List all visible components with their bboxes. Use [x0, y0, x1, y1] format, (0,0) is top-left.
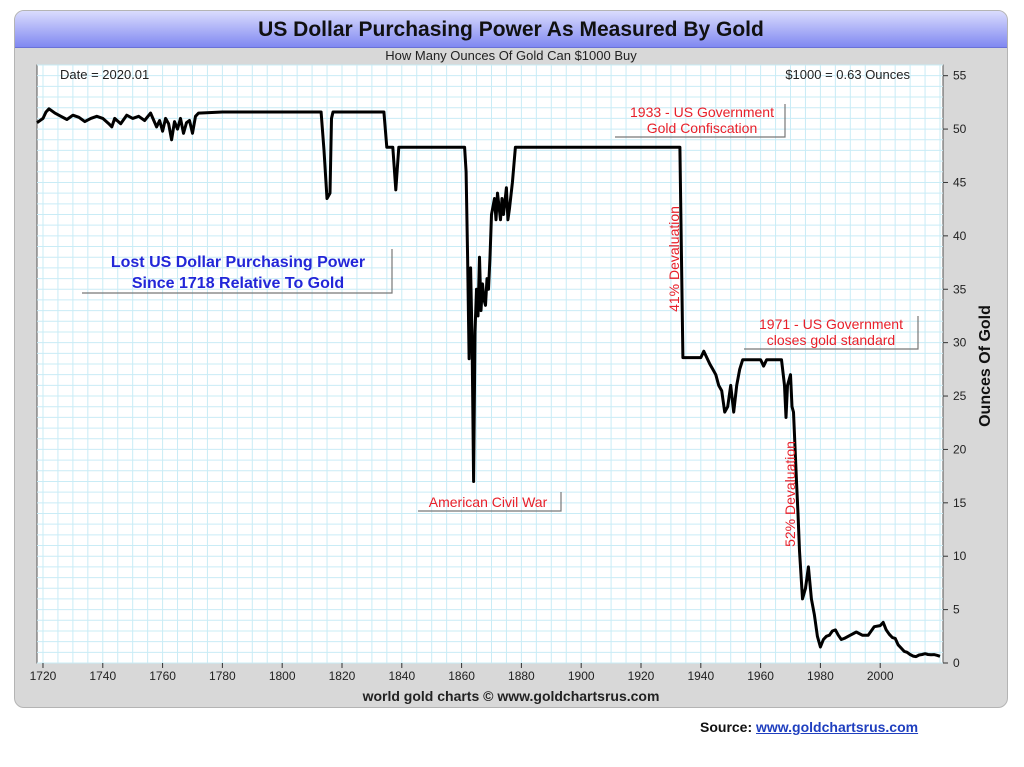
x-tick-label: 1840	[388, 669, 415, 683]
chart-title: US Dollar Purchasing Power As Measured B…	[15, 11, 1007, 48]
x-tick-label: 1940	[687, 669, 714, 683]
chart-credit: world gold charts © www.goldchartsrus.co…	[362, 688, 660, 704]
y-tick-label: 0	[953, 656, 960, 670]
y-axis-label: Ounces Of Gold	[977, 305, 994, 427]
civil-war-label: American Civil War	[429, 494, 548, 510]
devaluation-41-label: 41% Devaluation	[666, 206, 682, 312]
y-tick-label: 10	[953, 549, 967, 563]
y-axis-ticks: 0 5 10 15 20 25 30 35 40 45 50 55	[943, 69, 967, 670]
x-tick-label: 1740	[89, 669, 116, 683]
source-line: Source: www.goldchartsrus.com	[700, 719, 918, 735]
y-tick-label: 50	[953, 122, 967, 136]
y-tick-label: 20	[953, 442, 967, 456]
x-tick-label: 1900	[568, 669, 595, 683]
x-tick-label: 1920	[628, 669, 655, 683]
y-tick-label: 45	[953, 175, 967, 189]
x-tick-label: 1780	[209, 669, 236, 683]
civil-war-callout: American Civil War	[418, 492, 562, 512]
lost-power-callout: Lost US Dollar Purchasing Power Since 17…	[82, 249, 393, 294]
source-link[interactable]: www.goldchartsrus.com	[756, 719, 919, 735]
gold-standard-line1: 1971 - US Government	[759, 316, 903, 332]
value-label: $1000 = 0.63 Ounces	[785, 67, 910, 82]
x-axis-ticks: 1720 1740 1760 1780 1800 1820 1840 1860 1880 1900…	[30, 663, 894, 683]
x-tick-label: 1880	[508, 669, 535, 683]
series-line-gold-ounces	[36, 107, 941, 659]
gold-standard-line2: closes gold standard	[767, 332, 895, 348]
confiscation-line2: Gold Confiscation	[647, 120, 758, 136]
x-tick-label: 1980	[807, 669, 834, 683]
chart-subtitle: How Many Ounces Of Gold Can $1000 Buy	[385, 48, 637, 63]
lost-power-line2: Since 1718 Relative To Gold	[132, 275, 344, 292]
x-tick-label: 1800	[269, 669, 296, 683]
y-tick-label: 55	[953, 69, 967, 83]
devaluation-52-label: 52% Devaluation	[782, 441, 798, 547]
date-label: Date = 2020.01	[60, 67, 149, 82]
y-tick-label: 25	[953, 389, 967, 403]
lost-power-line1: Lost US Dollar Purchasing Power	[111, 254, 365, 271]
x-tick-label: 1960	[747, 669, 774, 683]
confiscation-callout: 1933 - US Government Gold Confiscation	[615, 104, 786, 138]
source-label: Source:	[700, 719, 753, 735]
confiscation-line1: 1933 - US Government	[630, 104, 774, 120]
y-tick-label: 15	[953, 496, 967, 510]
y-tick-label: 40	[953, 229, 967, 243]
x-tick-label: 1820	[329, 669, 356, 683]
y-tick-label: 35	[953, 282, 967, 296]
y-tick-label: 5	[953, 603, 960, 617]
x-tick-label: 1760	[149, 669, 176, 683]
y-tick-label: 30	[953, 336, 967, 350]
gold-standard-callout: 1971 - US Government closes gold standar…	[744, 316, 919, 350]
x-tick-label: 1860	[448, 669, 475, 683]
x-tick-label: 1720	[30, 669, 57, 683]
x-tick-label: 2000	[867, 669, 894, 683]
